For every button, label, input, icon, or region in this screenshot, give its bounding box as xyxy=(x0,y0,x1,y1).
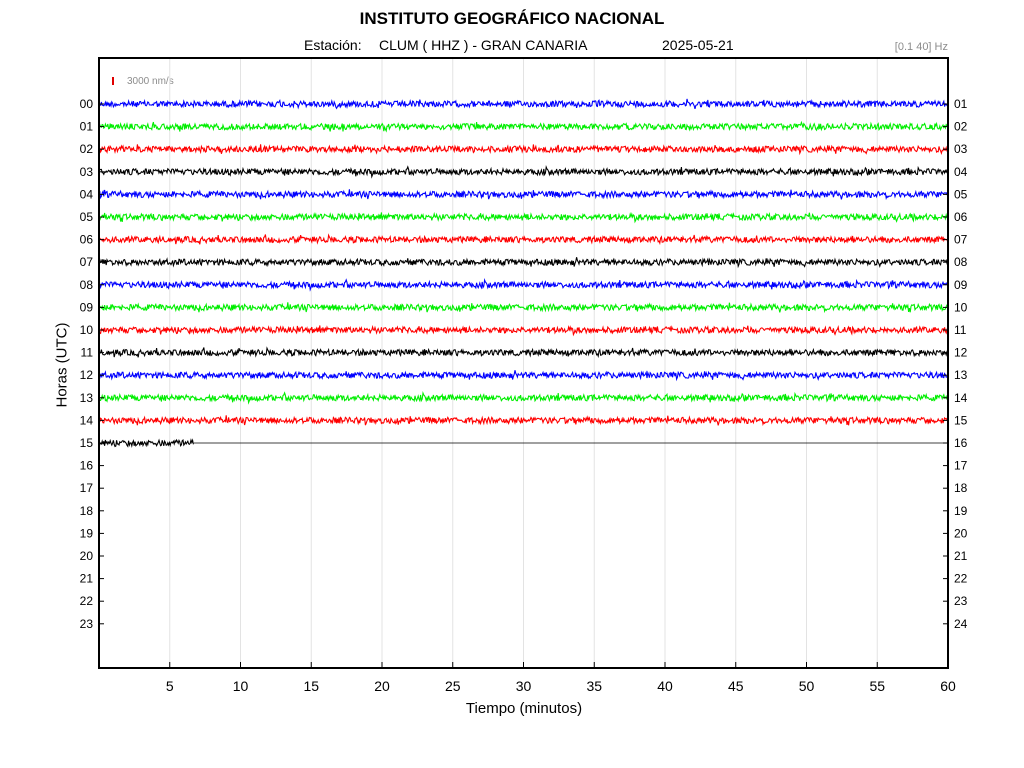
y-tick-left: 13 xyxy=(80,391,94,405)
x-tick-label: 10 xyxy=(233,678,249,694)
y-tick-right: 14 xyxy=(954,391,968,405)
y-tick-left: 04 xyxy=(80,187,94,201)
x-tick-label: 55 xyxy=(869,678,885,694)
y-tick-right: 05 xyxy=(954,187,968,201)
y-tick-left: 23 xyxy=(80,617,94,631)
y-tick-left: 14 xyxy=(80,413,94,427)
y-tick-right: 20 xyxy=(954,526,968,540)
y-tick-left: 19 xyxy=(80,526,94,540)
y-tick-left: 17 xyxy=(80,481,94,495)
y-tick-right: 13 xyxy=(954,368,968,382)
y-tick-left: 09 xyxy=(80,300,94,314)
trace-hour-11 xyxy=(98,346,949,359)
x-tick-label: 35 xyxy=(586,678,602,694)
trace-hour-01 xyxy=(98,120,949,133)
y-tick-left: 12 xyxy=(80,368,94,382)
y-tick-left: 06 xyxy=(80,233,94,247)
y-tick-right: 03 xyxy=(954,142,968,156)
y-tick-right: 04 xyxy=(954,165,968,179)
y-tick-right: 08 xyxy=(954,255,968,269)
y-tick-right: 17 xyxy=(954,459,968,473)
x-tick-label: 50 xyxy=(799,678,815,694)
trace-hour-12 xyxy=(98,370,949,382)
y-tick-right: 16 xyxy=(954,436,968,450)
x-tick-label: 5 xyxy=(166,678,174,694)
trace-hour-08 xyxy=(98,277,948,292)
trace-hour-02 xyxy=(98,144,949,156)
trace-hour-04 xyxy=(98,189,949,201)
y-tick-left: 02 xyxy=(80,142,94,156)
filter-band: [0.1 40] Hz xyxy=(894,41,948,53)
x-tick-label: 25 xyxy=(445,678,461,694)
x-axis-label: Tiempo (minutos) xyxy=(465,700,583,717)
y-axis-label: Horas (UTC) xyxy=(53,322,71,408)
y-tick-right: 10 xyxy=(954,300,968,314)
y-tick-left: 11 xyxy=(81,346,94,360)
trace-hour-05 xyxy=(98,211,949,224)
y-tick-left: 05 xyxy=(80,210,94,224)
y-tick-right: 11 xyxy=(954,323,967,337)
scale-label: 3000 nm/s xyxy=(127,76,174,87)
y-tick-right: 15 xyxy=(954,413,968,427)
trace-hour-00 xyxy=(98,98,949,110)
trace-hour-03 xyxy=(98,164,949,179)
y-tick-right: 18 xyxy=(954,481,968,495)
y-tick-right: 07 xyxy=(954,233,968,247)
x-tick-label: 20 xyxy=(374,678,390,694)
y-tick-left: 00 xyxy=(80,97,94,111)
station-label: Estación: xyxy=(304,37,362,53)
trace-hour-09 xyxy=(98,302,949,314)
y-tick-left: 16 xyxy=(80,459,94,473)
x-tick-label: 40 xyxy=(657,678,673,694)
y-tick-right: 22 xyxy=(954,572,968,586)
chart-title: INSTITUTO GEOGRÁFICO NACIONAL xyxy=(359,9,665,28)
y-tick-left: 08 xyxy=(80,278,94,292)
y-tick-right: 01 xyxy=(954,97,968,111)
y-tick-left: 15 xyxy=(80,436,94,450)
x-tick-label: 60 xyxy=(940,678,956,694)
y-tick-right: 06 xyxy=(954,210,968,224)
y-tick-left: 10 xyxy=(80,323,94,337)
trace-hour-14 xyxy=(98,415,949,427)
x-tick-label: 45 xyxy=(728,678,744,694)
trace-hour-13 xyxy=(98,390,949,405)
y-tick-left: 21 xyxy=(80,572,94,586)
y-tick-left: 01 xyxy=(80,120,94,134)
x-tick-label: 15 xyxy=(303,678,319,694)
y-tick-right: 19 xyxy=(954,504,968,518)
scale-bar xyxy=(112,77,114,85)
trace-hour-15 xyxy=(98,438,194,448)
y-tick-right: 02 xyxy=(954,120,968,134)
trace-hour-06 xyxy=(98,233,949,246)
y-tick-right: 12 xyxy=(954,346,968,360)
y-tick-right: 09 xyxy=(954,278,968,292)
station-name: CLUM ( HHZ ) - GRAN CANARIA xyxy=(379,37,588,53)
trace-hour-07 xyxy=(98,257,949,269)
trace-hour-10 xyxy=(98,324,949,337)
y-tick-right: 24 xyxy=(954,617,968,631)
y-tick-right: 23 xyxy=(954,594,968,608)
y-tick-left: 18 xyxy=(80,504,94,518)
y-tick-left: 20 xyxy=(80,549,94,563)
y-tick-right: 21 xyxy=(954,549,968,563)
x-tick-label: 30 xyxy=(516,678,532,694)
y-tick-left: 03 xyxy=(80,165,94,179)
y-tick-left: 22 xyxy=(80,594,94,608)
chart-date: 2025-05-21 xyxy=(662,37,734,53)
y-tick-left: 07 xyxy=(80,255,94,269)
